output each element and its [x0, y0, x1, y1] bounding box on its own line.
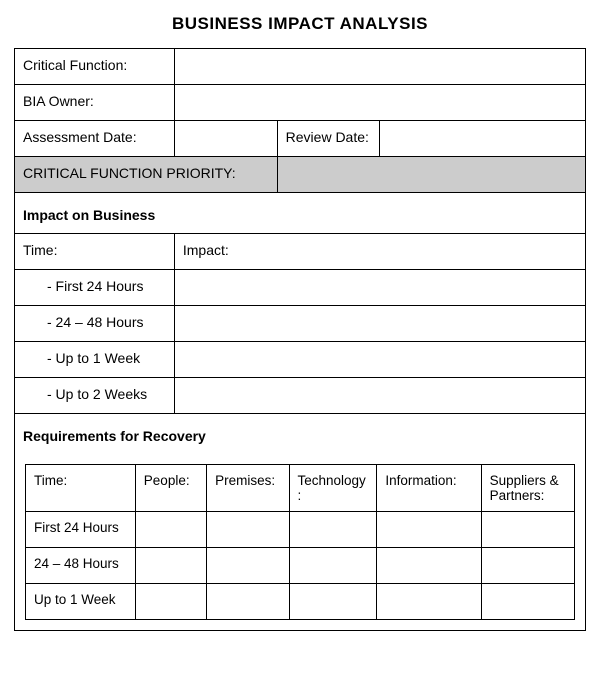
impact-row-3-label: - Up to 2 Weeks: [15, 378, 175, 414]
critical-function-value: [174, 49, 585, 85]
impact-time-header: Time:: [15, 234, 175, 270]
recovery-col-1: People:: [135, 465, 206, 512]
recovery-r2c5: [481, 584, 574, 620]
form-table: Critical Function: BIA Owner: Assessment…: [14, 48, 586, 631]
critical-function-label: Critical Function:: [15, 49, 175, 85]
recovery-r1c5: [481, 548, 574, 584]
recovery-r0c0: First 24 Hours: [26, 512, 136, 548]
recovery-r1c2: [207, 548, 289, 584]
recovery-col-3: Technology:: [289, 465, 377, 512]
impact-row-2-label: - Up to 1 Week: [15, 342, 175, 378]
bia-owner-value: [174, 85, 585, 121]
impact-section-title: Impact on Business: [15, 193, 586, 234]
recovery-r1c0: 24 – 48 Hours: [26, 548, 136, 584]
recovery-r2c0: Up to 1 Week: [26, 584, 136, 620]
recovery-r0c2: [207, 512, 289, 548]
assessment-date-label: Assessment Date:: [15, 121, 175, 157]
bia-owner-label: BIA Owner:: [15, 85, 175, 121]
recovery-r0c5: [481, 512, 574, 548]
recovery-section-title: Requirements for Recovery: [15, 414, 586, 455]
recovery-col-4: Information:: [377, 465, 481, 512]
recovery-r2c4: [377, 584, 481, 620]
priority-value: [277, 157, 585, 193]
impact-impact-header: Impact:: [174, 234, 585, 270]
recovery-r1c3: [289, 548, 377, 584]
recovery-r1c1: [135, 548, 206, 584]
impact-row-0-label: - First 24 Hours: [15, 270, 175, 306]
recovery-r2c3: [289, 584, 377, 620]
recovery-r0c1: [135, 512, 206, 548]
impact-row-3-value: [174, 378, 585, 414]
review-date-value: [380, 121, 586, 157]
recovery-col-5: Suppliers & Partners:: [481, 465, 574, 512]
impact-row-1-label: - 24 – 48 Hours: [15, 306, 175, 342]
assessment-date-value: [174, 121, 277, 157]
recovery-r1c4: [377, 548, 481, 584]
page-title: BUSINESS IMPACT ANALYSIS: [14, 14, 586, 34]
recovery-r2c1: [135, 584, 206, 620]
priority-label: CRITICAL FUNCTION PRIORITY:: [15, 157, 278, 193]
recovery-r2c2: [207, 584, 289, 620]
recovery-r0c3: [289, 512, 377, 548]
recovery-col-0: Time:: [26, 465, 136, 512]
recovery-col-2: Premises:: [207, 465, 289, 512]
impact-row-2-value: [174, 342, 585, 378]
impact-row-0-value: [174, 270, 585, 306]
recovery-table: Time: People: Premises: Technology: Info…: [25, 464, 575, 620]
review-date-label: Review Date:: [277, 121, 380, 157]
recovery-r0c4: [377, 512, 481, 548]
impact-row-1-value: [174, 306, 585, 342]
